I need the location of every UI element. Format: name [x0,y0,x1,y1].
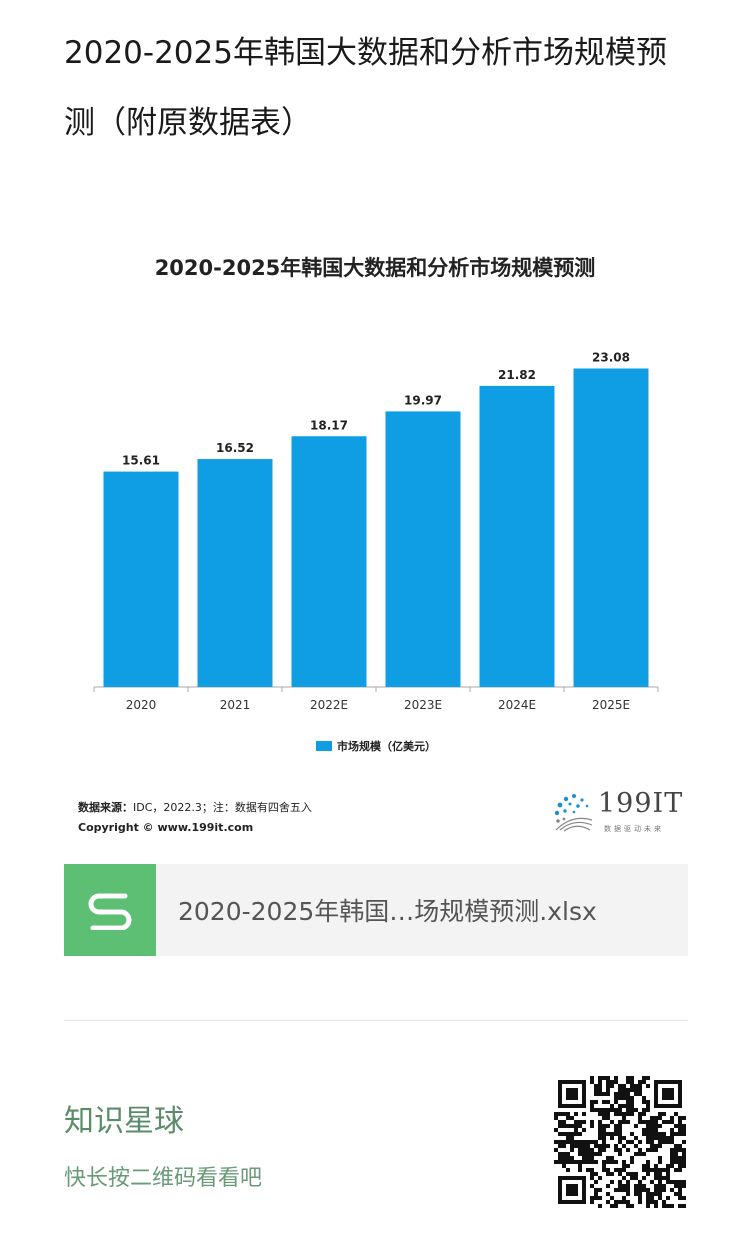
bar-chart: 15.61 2020 16.52 2021 18.17 2022E 19.97 2023E 21… [93,350,659,712]
source-label: 数据来源： [78,801,133,814]
data-label: 19.97 [404,393,442,407]
promo-subtitle: 快长按二维码看看吧 [64,1166,263,1191]
x-tick-label: 2022E [310,698,348,712]
legend-swatch [316,741,332,751]
chart-source: 数据来源：IDC，2022.3；注：数据有四舍五入 Copyright © ww… [78,798,312,838]
bar [103,471,179,687]
x-tick-label: 2025E [592,698,630,712]
x-tick-label: 2021 [220,698,251,712]
legend-label: 市场规模（亿美元） [337,740,436,753]
data-label: 21.82 [498,368,536,382]
data-label: 18.17 [310,418,348,432]
x-tick-label: 2024E [498,698,536,712]
bar [479,385,555,687]
chart-legend: 市场规模（亿美元） [316,738,436,754]
brand-name: 199IT [598,788,684,819]
attachment-card[interactable]: 2020-2025年韩国…场规模预测.xlsx [64,864,688,956]
divider [64,1020,688,1021]
x-tick-label: 2023E [404,698,442,712]
data-label: 16.52 [216,441,254,455]
source-text: IDC，2022.3；注：数据有四舍五入 [133,801,312,814]
brand-logo: 199IT 数据驱动未来 [552,788,702,838]
bar [385,411,461,687]
article-title: 2020-2025年韩国大数据和分析市场规模预测（附原数据表） [64,35,667,141]
qr-code-icon[interactable] [554,1076,686,1208]
bar [197,459,273,687]
data-label: 23.08 [592,350,630,364]
spreadsheet-icon [64,864,156,956]
attachment-filename: 2020-2025年韩国…场规模预测.xlsx [178,897,597,926]
chart-title: 2020-2025年韩国大数据和分析市场规模预测 [154,256,596,280]
chart-image: 2020-2025年韩国大数据和分析市场规模预测 15.61 2020 16.52 2… [0,220,750,850]
data-label: 15.61 [122,454,160,468]
bar [291,436,367,687]
promo-title: 知识星球 [64,1104,184,1139]
brand-dots-icon [554,794,593,832]
copyright-text: Copyright © www.199it.com [78,821,254,834]
x-tick-label: 2020 [126,698,157,712]
brand-slogan: 数据驱动未来 [604,825,664,833]
bar [573,368,649,687]
